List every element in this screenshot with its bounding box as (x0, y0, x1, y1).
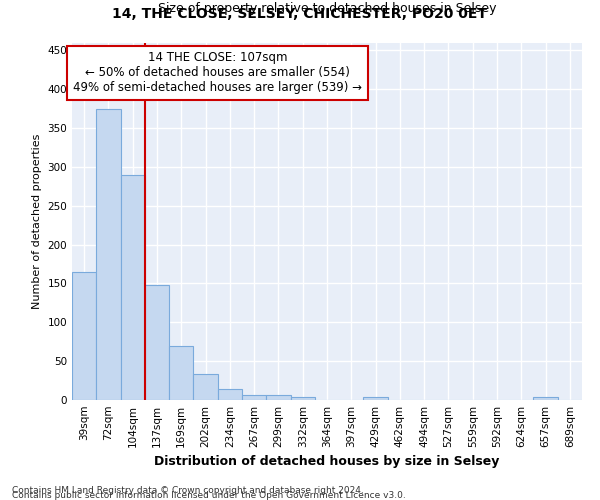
Bar (145, 285, 169, 400)
Bar (218, 389, 242, 400)
Bar (533, 397, 558, 400)
Text: Contains public sector information licensed under the Open Government Licence v3: Contains public sector information licen… (12, 491, 406, 500)
Bar (290, 397, 315, 400)
Bar (96, 108, 121, 400)
Text: 14 THE CLOSE: 107sqm
← 50% of detached houses are smaller (554)
49% of semi-deta: 14 THE CLOSE: 107sqm ← 50% of detached h… (73, 52, 362, 94)
Text: 14, THE CLOSE, SELSEY, CHICHESTER, PO20 0ET: 14, THE CLOSE, SELSEY, CHICHESTER, PO20 … (113, 8, 487, 22)
Y-axis label: Number of detached properties: Number of detached properties (32, 134, 42, 309)
Bar (169, 346, 193, 400)
Title: Size of property relative to detached houses in Selsey: Size of property relative to detached ho… (158, 2, 496, 15)
Bar (242, 394, 266, 400)
Bar (193, 374, 218, 400)
Text: Contains HM Land Registry data © Crown copyright and database right 2024.: Contains HM Land Registry data © Crown c… (12, 486, 364, 495)
Bar (72, 272, 96, 400)
Bar (266, 396, 290, 400)
Bar (364, 397, 388, 400)
X-axis label: Distribution of detached houses by size in Selsey: Distribution of detached houses by size … (154, 456, 500, 468)
Bar (121, 174, 145, 400)
